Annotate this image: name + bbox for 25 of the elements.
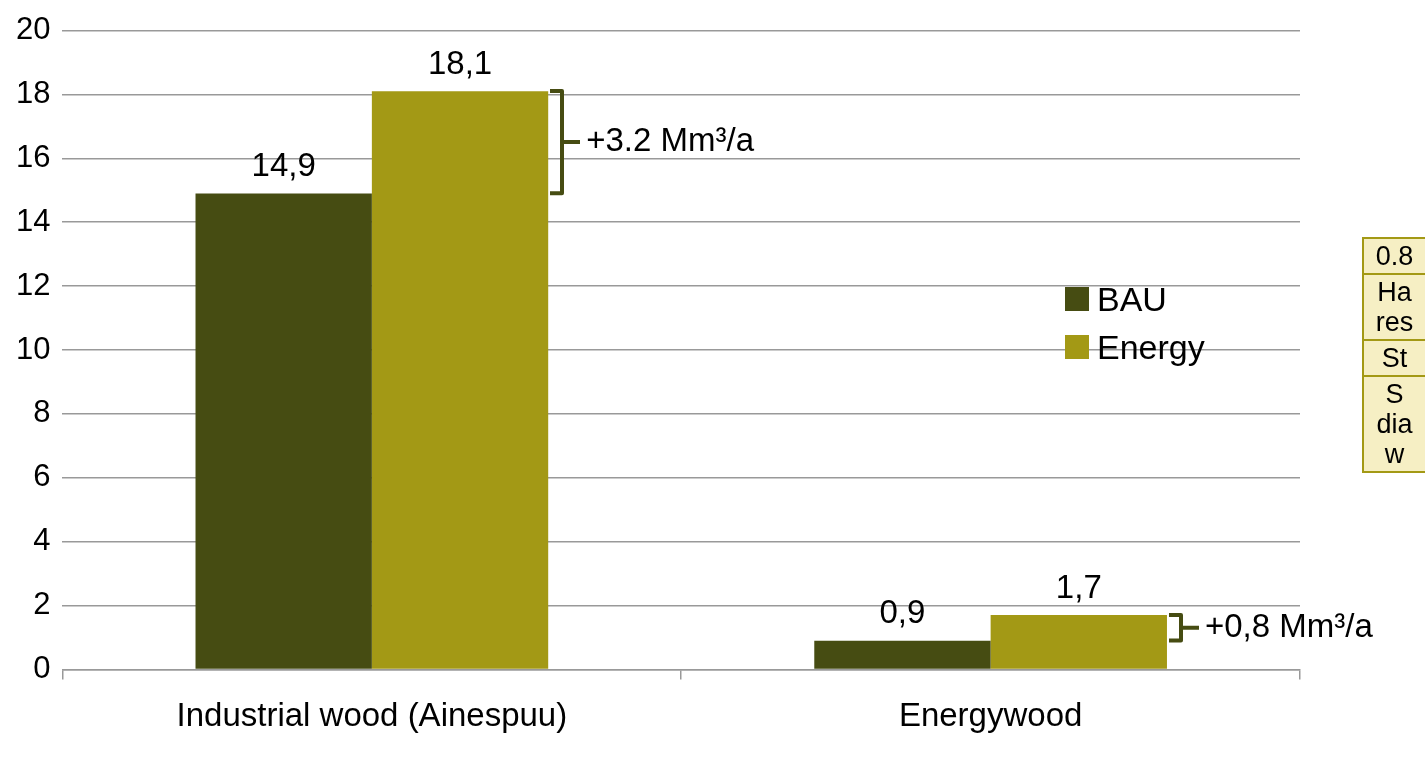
y-tick-label: 20 bbox=[16, 11, 51, 47]
y-tick-label: 16 bbox=[16, 138, 51, 174]
data-label: 1,7 bbox=[1055, 567, 1102, 605]
y-tick-label: 4 bbox=[33, 522, 51, 558]
y-tick-label: 14 bbox=[16, 202, 51, 238]
y-tick-label: 6 bbox=[33, 458, 51, 494]
text: Ha res bbox=[1363, 274, 1425, 340]
y-tick-label: 12 bbox=[16, 266, 51, 302]
annotation: +0,8 Mm³/a bbox=[1204, 606, 1374, 644]
y-tick-label: 0 bbox=[33, 649, 51, 685]
y-tick-label: 8 bbox=[33, 394, 51, 430]
annotation: +3.2 Mm³/a bbox=[586, 121, 755, 159]
text: 0.8 bbox=[1363, 238, 1425, 274]
y-tick-label: 2 bbox=[33, 586, 51, 622]
legend-label: BAU bbox=[1096, 278, 1168, 320]
y-tick-label: 18 bbox=[16, 75, 51, 111]
data-label: 18,1 bbox=[427, 43, 493, 81]
y-tick-label: 10 bbox=[16, 330, 51, 366]
text: St bbox=[1363, 340, 1425, 376]
data-label: 0,9 bbox=[879, 593, 926, 631]
text: S dia w bbox=[1363, 376, 1425, 472]
data-label: 14,9 bbox=[251, 146, 316, 184]
legend-label: Energy bbox=[1096, 326, 1205, 368]
x-tick-label: Energywood bbox=[898, 696, 1083, 734]
x-tick-label: Industrial wood (Ainespuu) bbox=[176, 696, 568, 734]
